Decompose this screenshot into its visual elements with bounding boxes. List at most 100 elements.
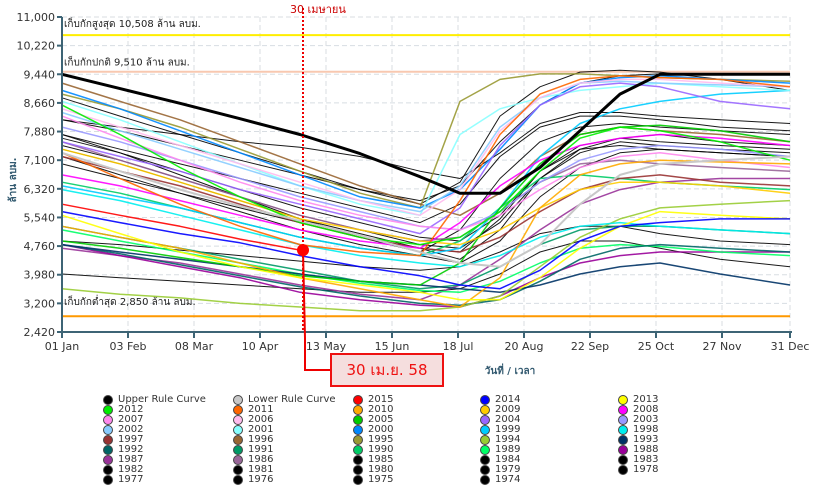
legend-item[interactable]: 1987 xyxy=(103,455,206,465)
legend-item[interactable]: 2002 xyxy=(103,425,206,435)
legend-item[interactable]: 1977 xyxy=(103,475,206,485)
legend-item[interactable]: 1994 xyxy=(480,435,520,445)
legend-label: 2000 xyxy=(368,424,394,435)
legend-label: 1981 xyxy=(248,464,274,475)
legend-swatch-icon xyxy=(233,435,243,445)
legend-swatch-icon xyxy=(353,405,363,415)
legend-item[interactable]: 2004 xyxy=(480,415,520,425)
legend-item[interactable]: 2006 xyxy=(233,415,336,425)
series-line-2014 xyxy=(61,210,790,290)
legend-column: 2015 2010 2005 2000 1995 1990 1985 1980 1975 xyxy=(353,395,393,485)
legend-item[interactable]: 1996 xyxy=(233,435,336,445)
legend-item[interactable]: 2007 xyxy=(103,415,206,425)
legend-item[interactable]: 1995 xyxy=(353,435,393,445)
reference-lines: เก็บกักสูงสุด 10,508 ล้าน ลบม. เก็บกักปกต… xyxy=(62,16,790,318)
series-line-2008 xyxy=(61,133,791,250)
legend-item[interactable]: 1993 xyxy=(618,435,658,445)
legend-label: Lower Rule Curve xyxy=(248,394,336,405)
legend-item[interactable]: 1981 xyxy=(233,465,336,475)
legend-label: 1982 xyxy=(118,464,144,475)
legend-swatch-icon xyxy=(480,445,490,455)
legend-item[interactable]: 1975 xyxy=(353,475,393,485)
legend-item[interactable]: 2001 xyxy=(233,425,336,435)
legend-swatch-icon xyxy=(618,395,628,405)
y-tick-label: 9,440 xyxy=(24,68,56,81)
legend-item[interactable]: 1979 xyxy=(480,465,520,475)
legend-item[interactable]: 1978 xyxy=(618,465,658,475)
legend-item[interactable]: 2000 xyxy=(353,425,393,435)
legend-item[interactable]: 2014 xyxy=(480,395,520,405)
legend-item[interactable]: 1982 xyxy=(103,465,206,475)
legend-item[interactable]: 1984 xyxy=(480,455,520,465)
legend-column: 2014 2009 2004 1999 1994 1989 1984 1979 1974 xyxy=(480,395,520,485)
legend-swatch-icon xyxy=(480,435,490,445)
legend-item[interactable]: Lower Rule Curve xyxy=(233,395,336,405)
series-line-2000 xyxy=(61,74,791,209)
legend-item[interactable]: 1992 xyxy=(103,445,206,455)
legend-label: 1991 xyxy=(248,444,274,455)
legend-item[interactable]: 1986 xyxy=(233,455,336,465)
x-tick-label: 22 Sep xyxy=(571,340,609,353)
legend-item[interactable]: 2012 xyxy=(103,405,206,415)
y-tick-label: 7,880 xyxy=(24,126,56,139)
marker-point-2015[interactable] xyxy=(297,244,309,257)
legend-item[interactable]: 2003 xyxy=(618,415,658,425)
legend-label: 1999 xyxy=(495,424,521,435)
series-line-2010 xyxy=(61,159,791,308)
legend-item[interactable]: 1974 xyxy=(480,475,520,485)
legend-label: 1994 xyxy=(495,434,521,445)
x-tick-label: 25 Oct xyxy=(638,340,675,353)
legend-item[interactable]: 1998 xyxy=(618,425,658,435)
legend-item[interactable]: 1976 xyxy=(233,475,336,485)
legend-item[interactable]: 2013 xyxy=(618,395,658,405)
legend-item[interactable]: 1985 xyxy=(353,455,393,465)
legend-swatch-icon xyxy=(480,405,490,415)
marker-callout-text: 30 เม.ย. 58 xyxy=(346,361,428,379)
y-tick-label: 4,760 xyxy=(24,240,56,253)
legend-item[interactable]: 1989 xyxy=(480,445,520,455)
series-line-2011 xyxy=(61,74,791,257)
legend-label: 1995 xyxy=(368,434,394,445)
x-tick-label: 13 May xyxy=(306,340,347,353)
x-tick-label: 31 Dec xyxy=(771,340,810,353)
legend-swatch-icon xyxy=(103,465,113,475)
legend-label: 2013 xyxy=(633,394,659,405)
legend-item[interactable]: 1999 xyxy=(480,425,520,435)
legend-item[interactable]: 1990 xyxy=(353,445,393,455)
series-line-2013 xyxy=(61,210,791,301)
x-axis-title: วันที่ / เวลา xyxy=(485,363,535,377)
marker-callout-leader xyxy=(302,250,330,371)
legend-label: 2005 xyxy=(368,414,394,425)
legend-swatch-icon xyxy=(353,455,363,465)
legend-item[interactable]: 1991 xyxy=(233,445,336,455)
legend-item[interactable]: 2015 xyxy=(353,395,393,405)
series-line-upper-rule-curve xyxy=(61,72,790,195)
legend-swatch-icon xyxy=(103,445,113,455)
legend-item[interactable]: 1980 xyxy=(353,465,393,475)
legend-item[interactable]: 1988 xyxy=(618,445,658,455)
legend-label: 2004 xyxy=(495,414,521,425)
legend-label: 1986 xyxy=(248,454,274,465)
legend-item[interactable]: 2005 xyxy=(353,415,393,425)
legend-swatch-icon xyxy=(353,425,363,435)
marker-callout: 30 เม.ย. 58 xyxy=(330,353,444,387)
legend-item[interactable]: 1997 xyxy=(103,435,206,445)
legend-swatch-icon xyxy=(233,415,243,425)
legend: Upper Rule Curve 2012 2007 2002 1997 1992 1987… xyxy=(103,395,803,487)
legend-label: 1993 xyxy=(633,434,659,445)
legend-label: 1997 xyxy=(118,434,144,445)
legend-item[interactable]: 2008 xyxy=(618,405,658,415)
legend-item[interactable]: 2011 xyxy=(233,405,336,415)
legend-swatch-icon xyxy=(233,455,243,465)
legend-label: 1978 xyxy=(633,464,659,475)
legend-label: 1979 xyxy=(495,464,521,475)
y-tick-label: 11,000 xyxy=(17,11,56,24)
legend-item[interactable]: 2010 xyxy=(353,405,393,415)
series-line-2001 xyxy=(61,82,791,217)
legend-item[interactable]: Upper Rule Curve xyxy=(103,395,206,405)
legend-swatch-icon xyxy=(480,475,490,485)
legend-item[interactable]: 2009 xyxy=(480,405,520,415)
legend-swatch-icon xyxy=(233,475,243,485)
legend-item[interactable]: 1983 xyxy=(618,455,658,465)
legend-swatch-icon xyxy=(618,435,628,445)
